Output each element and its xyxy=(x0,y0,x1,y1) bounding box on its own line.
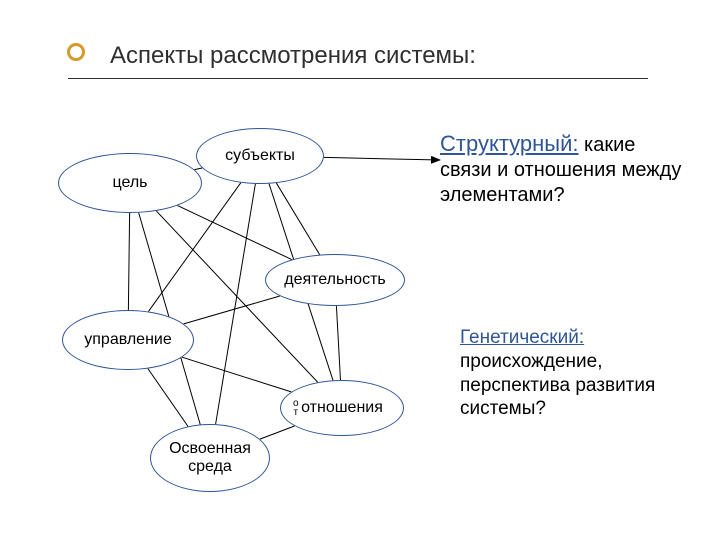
annotation-lead: Структурный: xyxy=(440,131,579,156)
annotation-lead: Генетический: xyxy=(460,327,584,348)
annotation-body: связи и отношения между элементами? xyxy=(440,158,710,208)
node-mgmt: управление xyxy=(62,310,194,370)
node-subjects: субъекты xyxy=(196,128,324,184)
annotation-structural: Структурный: какие связи и отношения меж… xyxy=(440,130,710,208)
node-label: управление xyxy=(84,331,172,349)
edge xyxy=(194,168,202,170)
node-relations: отношенияот xyxy=(280,380,404,436)
node-label: деятельность xyxy=(284,271,385,289)
edge xyxy=(184,296,280,324)
annotation-body: происхождение, перспектива развития сист… xyxy=(460,350,700,421)
annotation-genetic: Генетический: происхождение, перспектива… xyxy=(460,326,700,421)
node-subglyph: от xyxy=(293,399,299,417)
title-rule xyxy=(68,78,648,79)
edge xyxy=(216,184,256,424)
edge xyxy=(148,369,188,427)
title-bullet-icon xyxy=(67,43,85,61)
edge xyxy=(128,213,129,310)
edge xyxy=(276,183,319,255)
node-label: Освоеннаясреда xyxy=(169,440,251,475)
node-activity: деятельность xyxy=(265,254,405,306)
slide: Аспекты рассмотрения системы: цель субъек… xyxy=(0,0,720,540)
node-label: субъекты xyxy=(225,147,295,165)
node-env: Освоеннаясреда xyxy=(150,424,270,492)
edge xyxy=(336,306,340,380)
node-label: цель xyxy=(112,174,147,192)
arrow xyxy=(324,157,440,160)
edge xyxy=(182,357,291,392)
edge xyxy=(178,206,292,260)
node-label: отношения xyxy=(301,399,383,417)
edge xyxy=(260,426,295,439)
slide-title: Аспекты рассмотрения системы: xyxy=(110,42,476,70)
node-goal: цель xyxy=(58,153,202,213)
annotation-tail: какие xyxy=(579,134,636,156)
